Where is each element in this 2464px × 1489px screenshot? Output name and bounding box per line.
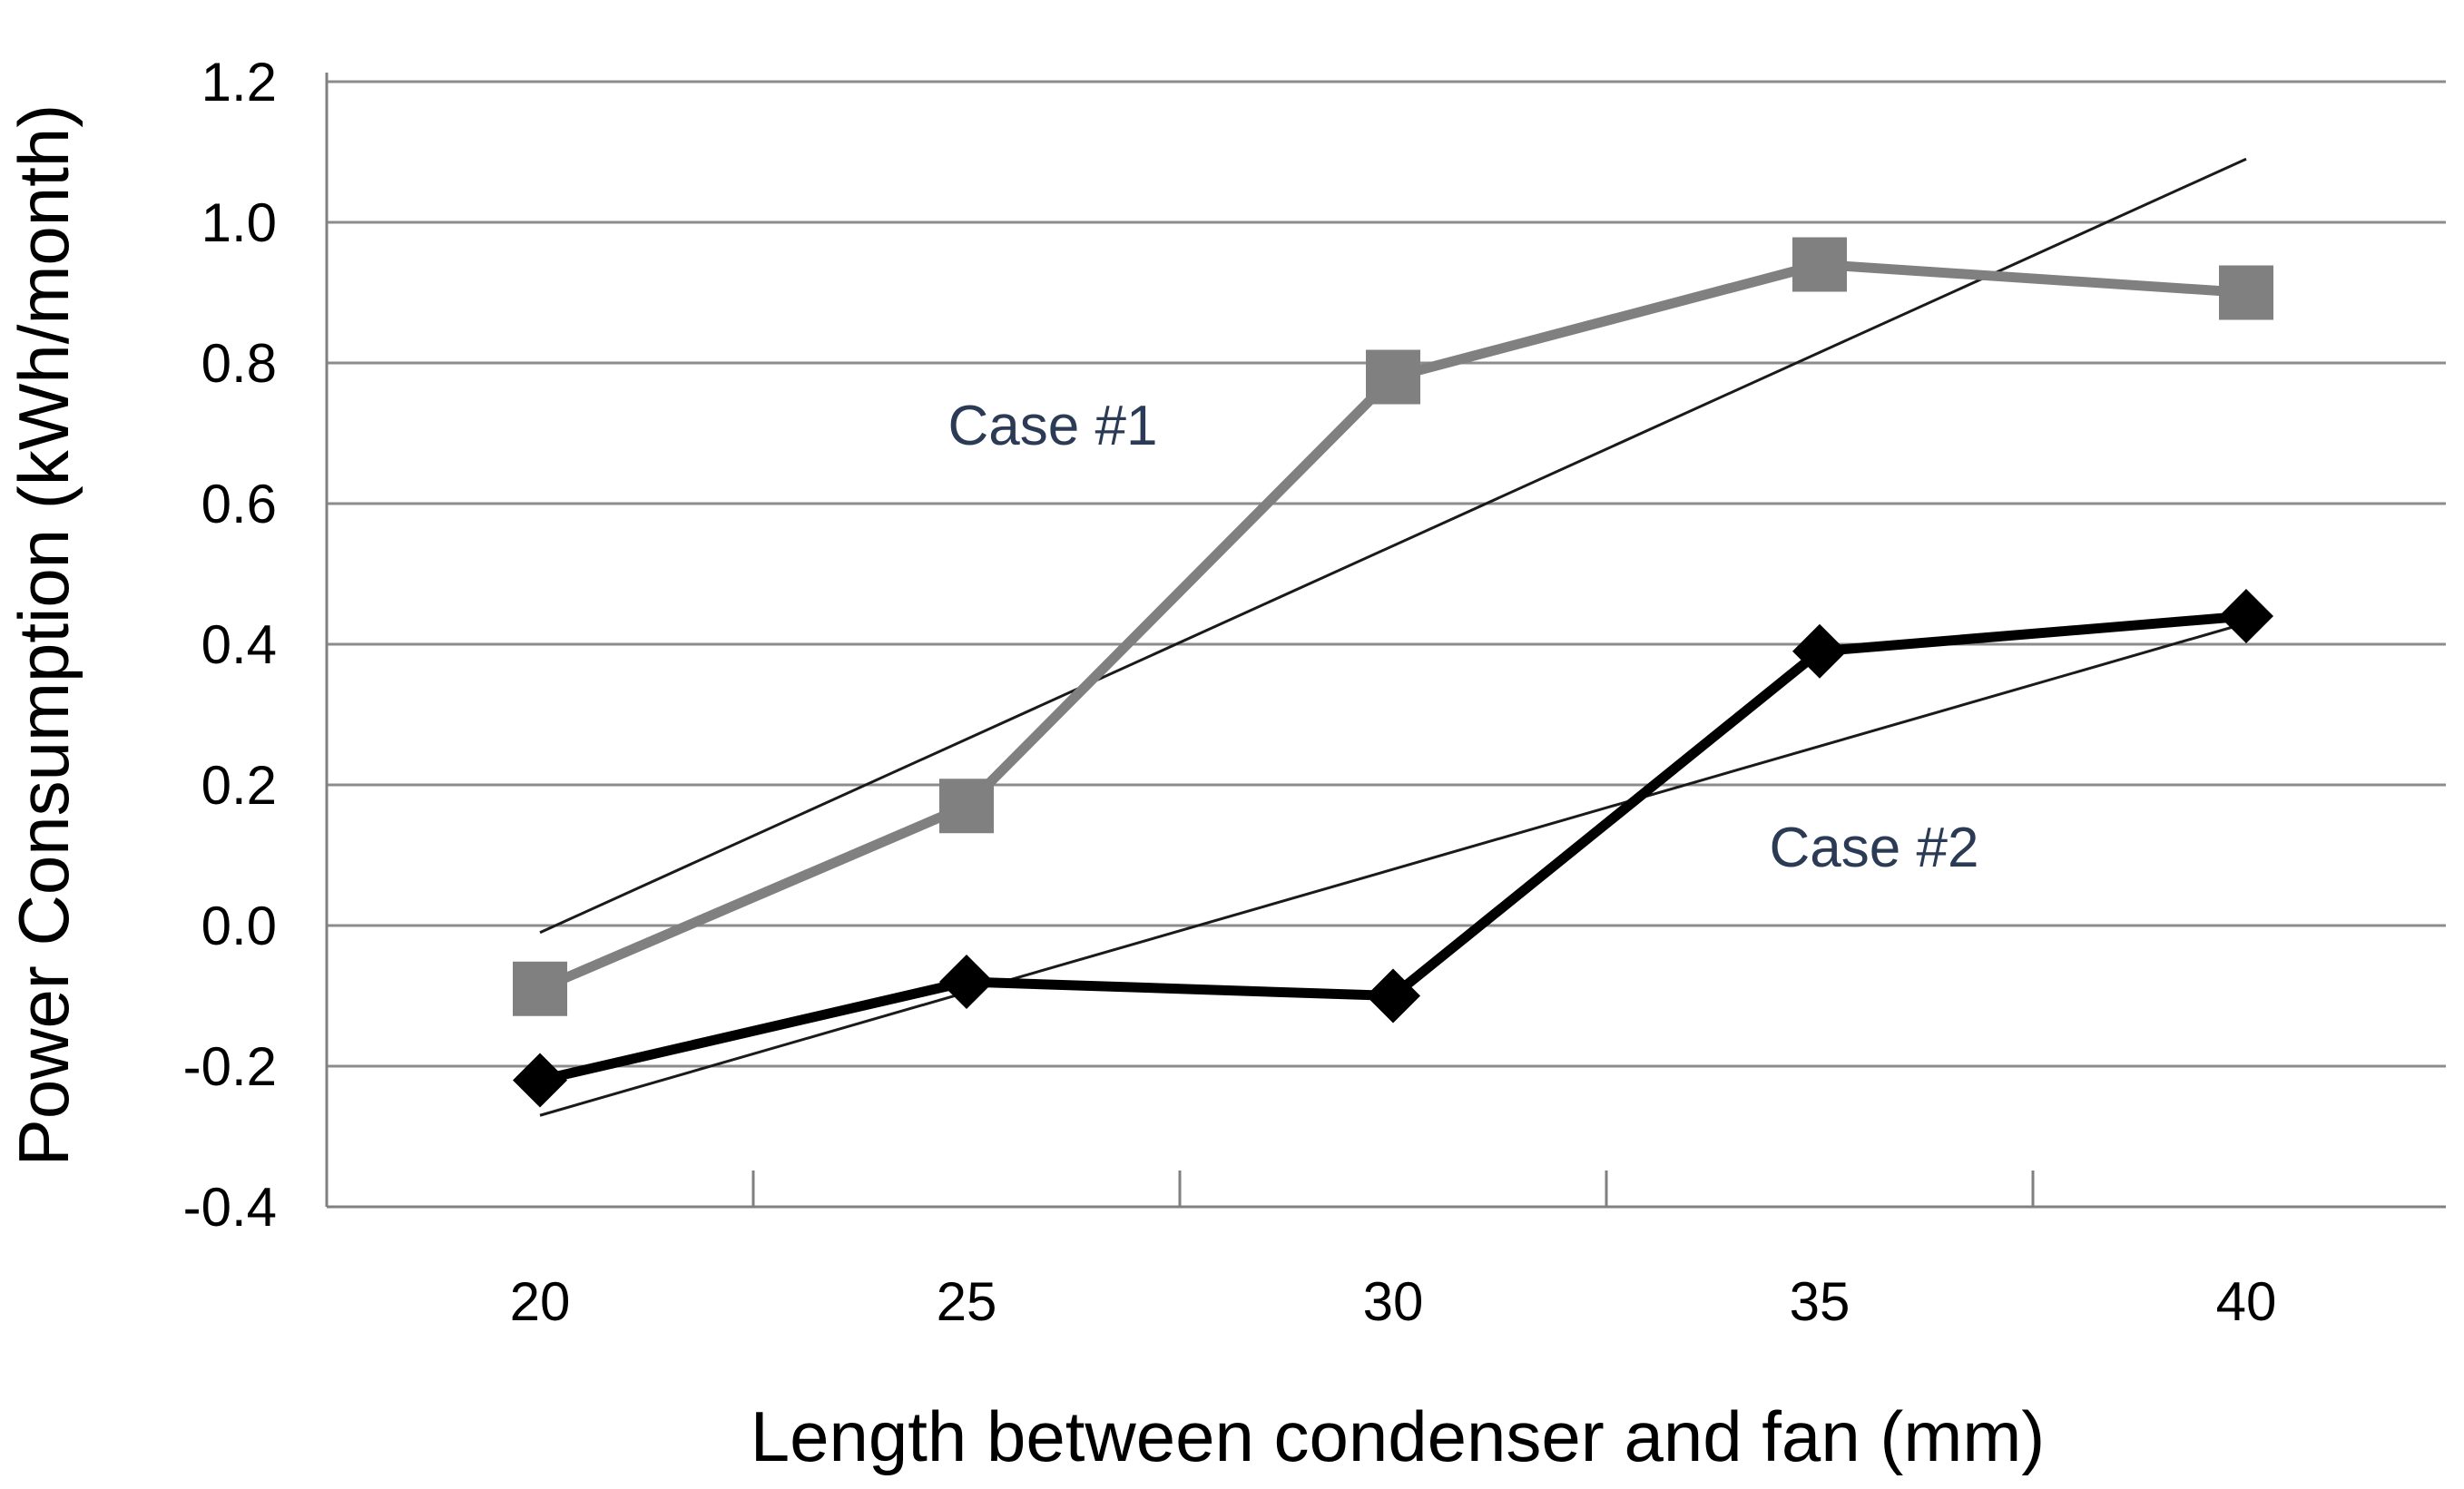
square-marker: [513, 961, 567, 1016]
x-tick-label: 25: [937, 1271, 997, 1332]
axes: [325, 73, 2446, 1209]
case-1-label: Case #1: [948, 395, 1158, 457]
y-tick-label: 1.0: [201, 192, 277, 253]
diamond-marker: [939, 955, 994, 1009]
square-marker: [939, 779, 994, 834]
y-tick-label: 0.2: [201, 755, 277, 816]
diamond-marker: [1792, 623, 1847, 679]
y-tick-label: 0.8: [201, 333, 277, 394]
y-axis-title: Power Consumption (kWh/month): [4, 104, 83, 1166]
y-tick-label: -0.2: [183, 1036, 277, 1097]
y-tick-label: 0.4: [201, 614, 277, 675]
data-markers: [513, 237, 2273, 1108]
square-marker: [2219, 265, 2273, 320]
y-tick-label: -0.4: [183, 1177, 277, 1238]
trendlines: [539, 157, 2247, 1117]
square-marker: [1366, 349, 1420, 405]
y-tick-label: 0.6: [201, 474, 277, 534]
x-tick-label: 40: [2216, 1271, 2277, 1332]
y-tick-label: 1.2: [201, 52, 277, 113]
trendline-case-1: [539, 157, 2247, 935]
tick-labels: -0.4 -0.2 0.0 0.2 0.4 0.6 0.8 1.0 1.2 20 25 30 35 40: [183, 52, 2277, 1332]
x-tick-label: 35: [1790, 1271, 1850, 1332]
x-tick-label: 20: [510, 1271, 571, 1332]
y-tick-label: 0.0: [201, 896, 277, 956]
diamond-marker: [1366, 968, 1420, 1024]
diamond-marker: [513, 1053, 567, 1108]
trendline-case-2: [539, 622, 2247, 1117]
square-marker: [1792, 237, 1847, 292]
x-tick-label: 30: [1363, 1271, 1424, 1332]
x-axis-title: Length between condenser and fan (mm): [751, 1396, 2046, 1476]
diamond-marker: [2219, 589, 2273, 643]
case-2-label: Case #2: [1770, 817, 1979, 879]
